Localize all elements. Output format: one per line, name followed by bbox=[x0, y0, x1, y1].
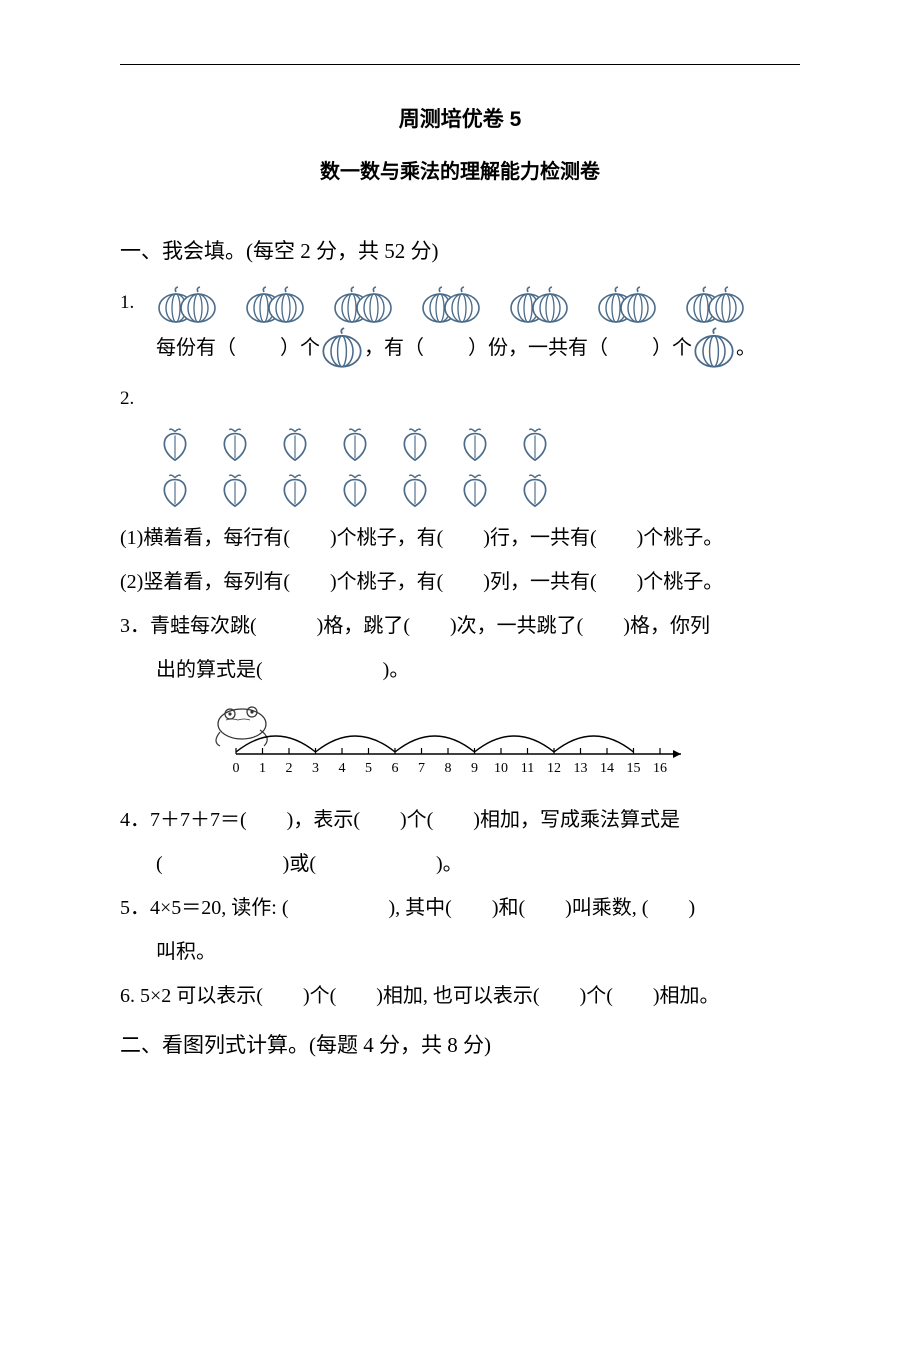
pumpkin-pair bbox=[244, 286, 306, 324]
q1-text-e: ）个 bbox=[652, 326, 692, 370]
svg-text:0: 0 bbox=[233, 761, 240, 776]
q5-line2: 叫积。 bbox=[120, 930, 800, 974]
peach-row bbox=[156, 472, 800, 508]
pumpkin-groups bbox=[156, 286, 746, 324]
pumpkin-pair bbox=[420, 286, 482, 324]
top-divider bbox=[120, 64, 800, 65]
svg-text:6: 6 bbox=[392, 761, 399, 776]
q1-number: 1. bbox=[120, 282, 148, 324]
q5-line1: 5．4×5＝20, 读作: ( ), 其中( )和( )叫乘数, ( ) bbox=[120, 886, 800, 930]
svg-text:2: 2 bbox=[286, 761, 293, 776]
q2-row: 2. bbox=[120, 370, 800, 420]
svg-text:7: 7 bbox=[418, 761, 425, 776]
subtitle: 数一数与乘法的理解能力检测卷 bbox=[120, 155, 800, 184]
svg-text:4: 4 bbox=[339, 761, 346, 776]
q1-text-a: 每份有（ bbox=[156, 326, 236, 370]
svg-text:1: 1 bbox=[259, 761, 266, 776]
q1-text-f: 。 bbox=[736, 326, 756, 370]
section1-heading: 一、我会填。(每空 2 分，共 52 分) bbox=[120, 228, 800, 274]
q3-line2: 出的算式是( )。 bbox=[120, 648, 800, 692]
frog-icon bbox=[216, 707, 267, 746]
svg-text:14: 14 bbox=[600, 761, 614, 776]
svg-text:10: 10 bbox=[494, 761, 508, 776]
q1-text-c: ，有（ bbox=[364, 326, 424, 370]
pumpkin-pair bbox=[596, 286, 658, 324]
frog-numberline-figure: 012345678910111213141516 bbox=[206, 696, 800, 792]
pumpkin-pair bbox=[332, 286, 394, 324]
q2-number: 2. bbox=[120, 370, 148, 420]
q2-line2: (2)竖着看，每列有( )个桃子，有( )列，一共有( )个桃子。 bbox=[120, 560, 800, 604]
q1-text-d: ）份，一共有（ bbox=[468, 326, 608, 370]
q6-line: 6. 5×2 可以表示( )个( )相加, 也可以表示( )个( )相加。 bbox=[120, 974, 800, 1018]
svg-text:16: 16 bbox=[653, 761, 667, 776]
svg-text:12: 12 bbox=[547, 761, 561, 776]
svg-text:13: 13 bbox=[574, 761, 588, 776]
pumpkin-icon bbox=[320, 327, 364, 369]
svg-text:5: 5 bbox=[365, 761, 372, 776]
title: 周测培优卷 5 bbox=[120, 103, 800, 133]
q2-line1: (1)横着看，每行有( )个桃子，有( )行，一共有( )个桃子。 bbox=[120, 516, 800, 560]
pumpkin-pair bbox=[684, 286, 746, 324]
q4-line1: 4．7＋7＋7＝( )，表示( )个( )相加，写成乘法算式是 bbox=[120, 798, 800, 842]
pumpkin-pair bbox=[156, 286, 218, 324]
svg-text:11: 11 bbox=[521, 761, 534, 776]
q3-line1: 3．青蛙每次跳( )格，跳了( )次，一共跳了( )格，你列 bbox=[120, 604, 800, 648]
peach-grid bbox=[156, 426, 800, 508]
q1-text: 每份有（ ）个 ，有（ ）份，一共有（ ）个 。 bbox=[120, 326, 800, 370]
pumpkin-pair bbox=[508, 286, 570, 324]
svg-text:15: 15 bbox=[627, 761, 641, 776]
q1-row: 1. bbox=[120, 280, 800, 326]
svg-text:3: 3 bbox=[312, 761, 319, 776]
section2-heading: 二、看图列式计算。(每题 4 分，共 8 分) bbox=[120, 1022, 800, 1068]
q4-line2: ( )或( )。 bbox=[120, 842, 800, 886]
numberline-svg: 012345678910111213141516 bbox=[206, 696, 696, 792]
peach-row bbox=[156, 426, 800, 462]
document-page: 周测培优卷 5 数一数与乘法的理解能力检测卷 一、我会填。(每空 2 分，共 5… bbox=[0, 64, 920, 1366]
svg-text:8: 8 bbox=[445, 761, 452, 776]
body: 一、我会填。(每空 2 分，共 52 分) 1. bbox=[120, 228, 800, 1068]
q1-text-b: ）个 bbox=[280, 326, 320, 370]
pumpkin-icon bbox=[692, 327, 736, 369]
svg-text:9: 9 bbox=[471, 761, 478, 776]
